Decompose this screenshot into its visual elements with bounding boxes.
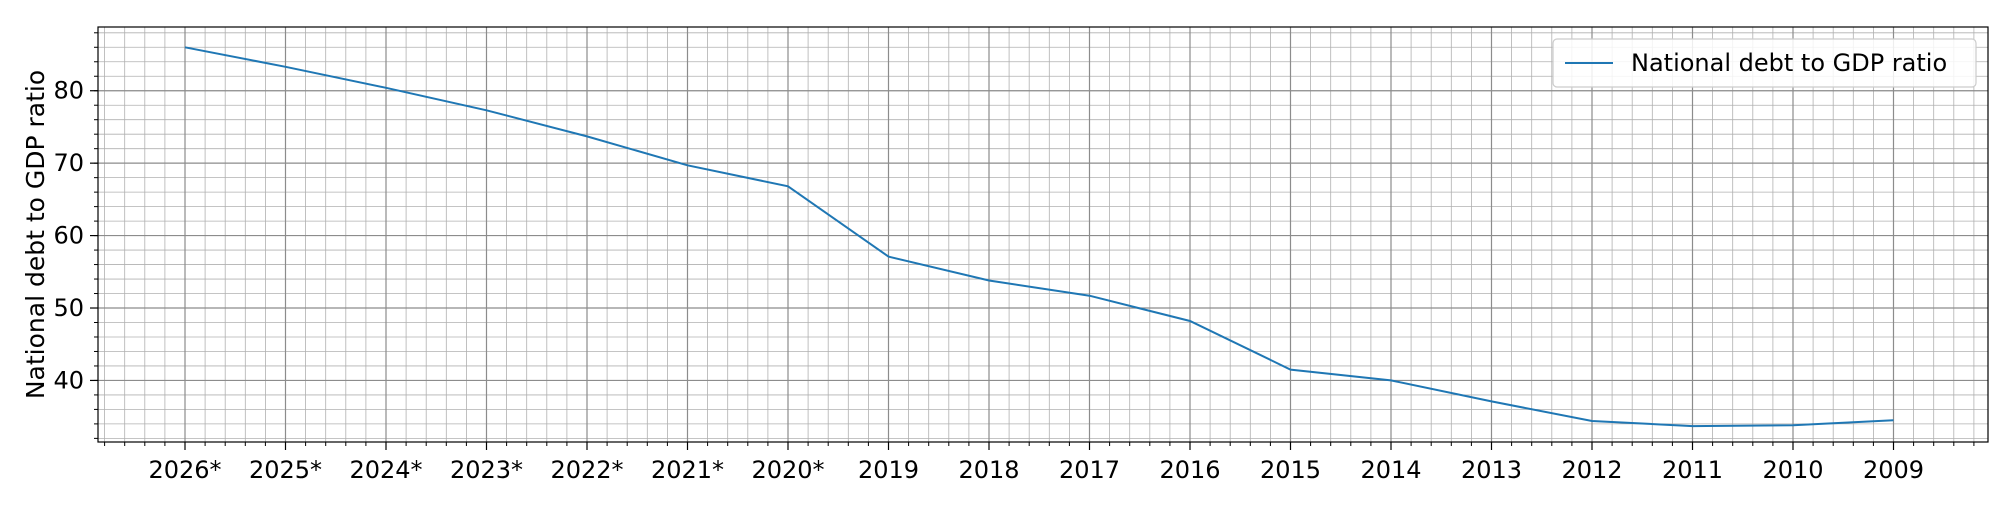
x-tick-label: 2025* — [249, 456, 322, 484]
x-tick-label: 2016 — [1159, 456, 1220, 484]
y-tick-label: 50 — [53, 294, 84, 322]
y-axis-label: National debt to GDP ratio — [21, 70, 50, 399]
y-tick-label: 70 — [53, 149, 84, 177]
series-layer — [185, 47, 1894, 426]
grid — [98, 27, 1988, 442]
y-tick-label: 80 — [53, 77, 84, 105]
y-tick-label: 60 — [53, 222, 84, 250]
x-tick-label: 2015 — [1260, 456, 1321, 484]
x-tick-label: 2013 — [1461, 456, 1522, 484]
x-tick-label: 2023* — [450, 456, 523, 484]
y-tick-label: 40 — [53, 366, 84, 394]
x-tick-label: 2018 — [958, 456, 1019, 484]
x-tick-label: 2026* — [148, 456, 221, 484]
x-tick-label: 2024* — [349, 456, 422, 484]
plot-frame — [98, 27, 1988, 442]
x-tick-label: 2019 — [858, 456, 919, 484]
x-tick-label: 2020* — [751, 456, 824, 484]
x-tick-label: 2010 — [1762, 456, 1823, 484]
x-tick-label: 2022* — [550, 456, 623, 484]
x-tick-label: 2011 — [1662, 456, 1723, 484]
legend: National debt to GDP ratio — [1553, 39, 1976, 87]
x-tick-label: 2009 — [1863, 456, 1924, 484]
x-tick-label: 2017 — [1059, 456, 1120, 484]
x-tick-label: 2021* — [651, 456, 724, 484]
x-tick-label: 2012 — [1561, 456, 1622, 484]
legend-label: National debt to GDP ratio — [1631, 49, 1947, 77]
x-tick-label: 2014 — [1360, 456, 1421, 484]
series-line-national-debt — [185, 47, 1894, 426]
